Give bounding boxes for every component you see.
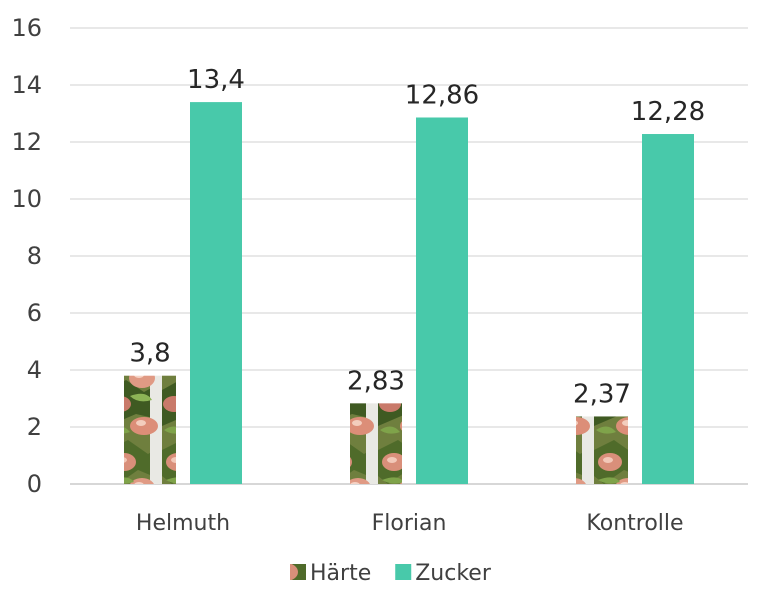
y-tick-label: 16 — [11, 14, 42, 42]
data-label: 12,86 — [405, 80, 479, 110]
legend[interactable]: Härte Zucker — [290, 561, 492, 586]
y-tick-label: 12 — [11, 128, 42, 156]
y-tick-label: 10 — [11, 185, 42, 213]
y-tick-label: 0 — [27, 470, 42, 498]
bar-zucker-kontrolle — [642, 134, 694, 484]
bar-härte-kontrolle — [576, 416, 628, 484]
y-tick-label: 14 — [11, 71, 42, 99]
data-label: 13,4 — [187, 65, 245, 95]
bar-zucker-florian — [416, 117, 468, 485]
x-tick-label: Kontrolle — [586, 511, 683, 536]
bar-härte-helmuth — [124, 375, 176, 484]
x-tick-label: Florian — [372, 511, 447, 536]
legend-swatch-zucker[interactable] — [395, 564, 412, 580]
x-axis-ticks: Helmuth Florian Kontrolle — [136, 511, 684, 536]
legend-swatch-härte[interactable] — [290, 564, 306, 580]
data-label: 2,83 — [347, 366, 405, 396]
y-tick-label: 6 — [27, 299, 42, 327]
y-axis-ticks: 0 2 4 6 8 10 12 14 16 — [11, 14, 42, 498]
y-tick-label: 8 — [27, 242, 42, 270]
data-label: 2,37 — [573, 379, 631, 409]
y-tick-label: 4 — [27, 356, 42, 384]
bars — [124, 102, 694, 485]
data-labels: 3,8 13,4 2,83 12,86 2,37 12,28 — [129, 65, 705, 409]
legend-label-zucker[interactable]: Zucker — [415, 561, 492, 586]
gridlines — [70, 27, 748, 485]
data-label: 12,28 — [631, 97, 705, 127]
bar-härte-florian — [350, 403, 402, 484]
x-tick-label: Helmuth — [136, 511, 230, 536]
y-tick-label: 2 — [27, 413, 42, 441]
bar-zucker-helmuth — [190, 102, 242, 484]
legend-label-härte[interactable]: Härte — [310, 561, 371, 586]
data-label: 3,8 — [129, 339, 170, 369]
